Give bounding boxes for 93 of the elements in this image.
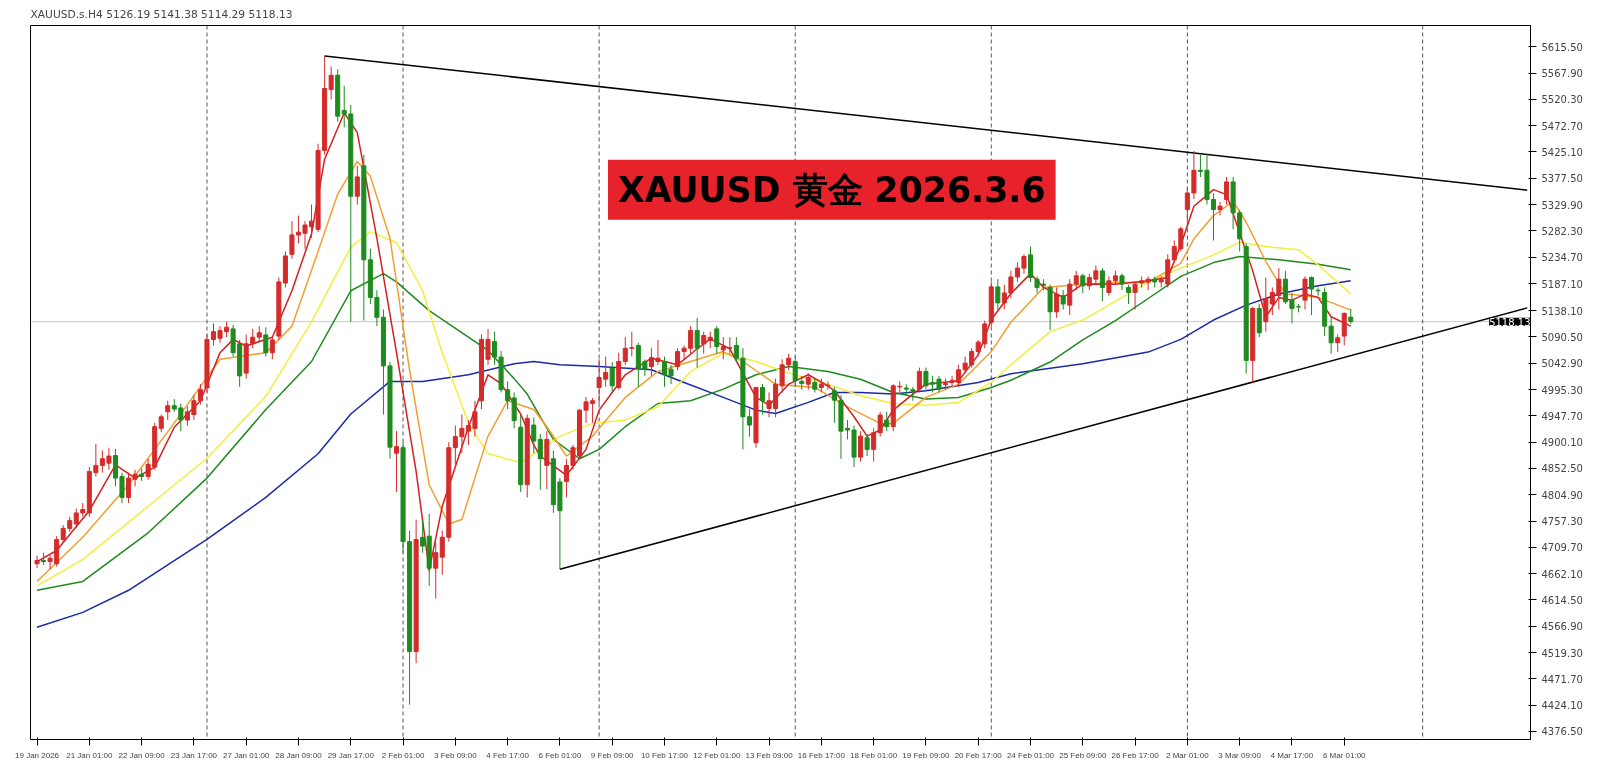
- candlestick: [1263, 277, 1269, 333]
- y-tick-label: 5138.10: [1541, 305, 1583, 317]
- y-tick-label: 4947.70: [1541, 410, 1583, 422]
- y-tick-label: 5234.70: [1541, 252, 1583, 264]
- candlestick: [1054, 286, 1060, 319]
- candlestick: [864, 433, 870, 457]
- x-tick-label: 22 Jan 09:00: [118, 750, 166, 760]
- y-tick-label: 5425.10: [1541, 147, 1583, 158]
- candlestick: [537, 433, 543, 491]
- x-tick-label: 27 Jan 01:00: [223, 750, 270, 760]
- x-tick-label: 16 Feb 17:00: [797, 750, 846, 760]
- x-tick-label: 13 Feb 09:00: [745, 750, 794, 760]
- candlestick: [1126, 284, 1132, 305]
- x-tick-label: 12 Feb 01:00: [693, 750, 741, 760]
- x-tick-label: 10 Feb 17:00: [640, 750, 689, 760]
- candlestick: [714, 325, 720, 355]
- candlestick: [694, 317, 700, 369]
- candlestick: [1073, 270, 1079, 291]
- x-tick-label: 3 Feb 09:00: [433, 750, 478, 760]
- candlestick: [1067, 278, 1073, 316]
- y-tick-label: 4995.30: [1541, 384, 1583, 396]
- candlestick: [197, 383, 203, 406]
- annotation: XAUUSD 黄金 2026.3.6: [618, 169, 1046, 210]
- candlestick: [1106, 275, 1112, 297]
- x-tick-label: 21 Jan 01:00: [66, 750, 114, 760]
- candlestick: [995, 278, 1001, 311]
- candlestick: [263, 326, 269, 358]
- x-tick-label: 28 Jan 09:00: [275, 750, 323, 760]
- y-tick-label: 4709.70: [1541, 542, 1583, 554]
- x-tick-label: 19 Jan 2026: [15, 750, 60, 760]
- x-tick-label: 25 Feb 09:00: [1059, 750, 1107, 760]
- y-tick-label: 5615.50: [1541, 41, 1583, 53]
- y-tick-label: 5282.30: [1541, 225, 1583, 237]
- candlestick: [1309, 275, 1315, 316]
- candlestick: [916, 367, 922, 393]
- y-tick-label: 4662.10: [1541, 568, 1583, 580]
- candlestick: [1224, 176, 1230, 206]
- x-tick-label: 18 Feb 01:00: [850, 750, 898, 760]
- y-tick-label: 5090.50: [1541, 331, 1583, 343]
- candlestick: [609, 361, 615, 393]
- x-tick-label: 19 Feb 09:00: [902, 750, 951, 760]
- candlestick: [354, 165, 360, 206]
- candlestick: [1341, 311, 1347, 346]
- x-tick-label: 29 Jan 17:00: [327, 750, 375, 760]
- candlestick: [858, 430, 864, 463]
- x-tick-label: 2 Feb 01:00: [381, 750, 425, 760]
- y-tick-label: 4471.70: [1541, 673, 1583, 685]
- x-tick-label: 23 Jan 17:00: [170, 750, 218, 760]
- line-series: [36, 280, 1352, 629]
- x-tick-label: 3 Mar 09:00: [1218, 750, 1262, 760]
- y-tick-label: 4376.50: [1541, 726, 1583, 738]
- y-tick-label: 5567.90: [1541, 68, 1583, 80]
- y-tick-label: 4804.90: [1541, 489, 1583, 501]
- y-tick-label: 5329.90: [1541, 199, 1583, 211]
- x-tick-label: 4 Mar 17:00: [1270, 750, 1314, 760]
- x-tick-label: 4 Feb 17:00: [486, 750, 530, 760]
- y-tick-label: 4614.50: [1541, 594, 1583, 606]
- candlestick: [792, 356, 798, 388]
- x-tick-label: 9 Feb 09:00: [590, 750, 635, 760]
- y-tick-label: 4900.10: [1541, 437, 1583, 449]
- candlestick: [1217, 201, 1223, 217]
- candlestick: [1060, 289, 1066, 311]
- x-tick-label: 6 Mar 01:00: [1322, 750, 1367, 760]
- candlestick: [1099, 267, 1105, 302]
- candlestick: [760, 383, 766, 416]
- y-tick-label: 4566.90: [1541, 621, 1583, 633]
- y-tick-label: 5187.10: [1541, 278, 1583, 290]
- candlestick: [1080, 273, 1086, 294]
- candlestick: [1302, 275, 1308, 311]
- chart-title: XAUUSD.s.H4 5126.19 5141.38 5114.29 5118.13: [30, 7, 293, 21]
- candlestick: [531, 416, 537, 454]
- y-tick-label: 5042.90: [1541, 358, 1583, 370]
- candlestick: [701, 331, 707, 355]
- x-tick-label: 26 Feb 17:00: [1111, 750, 1160, 760]
- candlestick: [165, 400, 171, 421]
- candlestick: [269, 336, 275, 360]
- x-tick-label: 2 Mar 01:00: [1166, 750, 1210, 760]
- y-tick-label: 4424.10: [1541, 700, 1583, 712]
- y-tick-label: 5520.30: [1541, 94, 1583, 106]
- y-tick-label: 4519.30: [1541, 647, 1583, 659]
- candlestick: [884, 411, 890, 432]
- candlestick: [420, 519, 426, 554]
- ref-line-label: 5118.13: [1489, 316, 1531, 328]
- x-tick-label: 20 Feb 17:00: [954, 750, 1003, 760]
- candlestick: [393, 430, 400, 493]
- y-tick-label: 5472.70: [1541, 120, 1583, 132]
- y-tick-label: 5377.50: [1541, 173, 1583, 185]
- y-tick-label: 4757.30: [1541, 516, 1583, 528]
- candlestick: [1027, 246, 1034, 283]
- x-tick-label: 6 Feb 01:00: [538, 750, 582, 760]
- candlestick: [1132, 281, 1138, 311]
- y-tick-label: 4852.50: [1541, 463, 1583, 475]
- x-tick-label: 24 Feb 01:00: [1006, 750, 1055, 760]
